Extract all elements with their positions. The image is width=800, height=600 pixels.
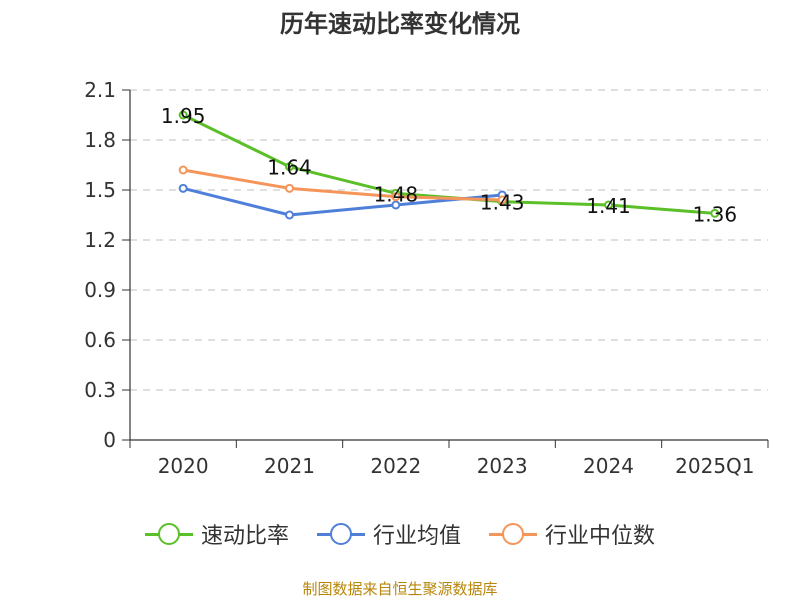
y-tick-label: 2.1 <box>84 78 116 102</box>
data-label: 1.43 <box>480 191 525 215</box>
legend-label: 行业均值 <box>372 524 461 549</box>
legend-item-quick-ratio[interactable]: 速动比率 <box>144 518 289 550</box>
y-tick-label: 1.8 <box>84 128 116 152</box>
legend-label: 行业中位数 <box>545 524 656 549</box>
y-tick-label: 0.6 <box>84 328 116 352</box>
legend-label: 速动比率 <box>200 524 289 549</box>
series-line-2 <box>182 168 503 202</box>
data-point-series-0 <box>285 162 294 172</box>
legend-item-industry-median[interactable]: 行业中位数 <box>489 518 655 550</box>
legend-swatch-industry-average <box>316 523 365 545</box>
x-tick-label: 2025Q1 <box>675 454 754 478</box>
data-point-series-1 <box>285 210 294 220</box>
data-label: 1.41 <box>586 194 631 218</box>
data-point-series-1 <box>178 183 188 193</box>
legend-item-industry-average[interactable]: 行业均值 <box>316 518 461 550</box>
y-tick-label: 0.9 <box>84 278 116 302</box>
y-tick-label: 1.2 <box>84 228 116 252</box>
data-point-series-2 <box>391 192 401 202</box>
y-tick-label: 0 <box>103 428 116 452</box>
y-tick-label: 0.3 <box>84 378 116 402</box>
legend: 速动比率 行业均值 行业中位数 <box>0 518 800 550</box>
data-label: 1.48 <box>374 182 419 206</box>
data-point-series-1 <box>391 200 401 210</box>
x-tick-label: 2023 <box>477 454 528 478</box>
data-label: 1.95 <box>161 104 206 128</box>
x-tick-label: 2021 <box>264 454 315 478</box>
data-point-series-0 <box>178 110 188 120</box>
series-line-1 <box>182 186 503 217</box>
data-label: 1.36 <box>693 202 738 226</box>
data-point-series-2 <box>285 183 294 193</box>
data-label: 1.64 <box>267 156 312 180</box>
data-point-series-2 <box>178 165 188 175</box>
chart-title: 历年速动比率变化情况 <box>280 10 520 38</box>
x-tick-label: 2024 <box>583 454 634 478</box>
y-tick-label: 1.5 <box>84 178 116 202</box>
x-tick-label: 2022 <box>370 454 421 478</box>
legend-swatch-quick-ratio <box>144 523 193 545</box>
data-point-series-0 <box>604 200 613 210</box>
legend-swatch-industry-median <box>489 523 537 545</box>
data-point-series-0 <box>710 208 720 218</box>
source-note: 制图数据来自恒生聚源数据库 <box>302 580 498 598</box>
x-tick-label: 2020 <box>158 454 209 478</box>
data-point-series-2 <box>497 195 507 205</box>
